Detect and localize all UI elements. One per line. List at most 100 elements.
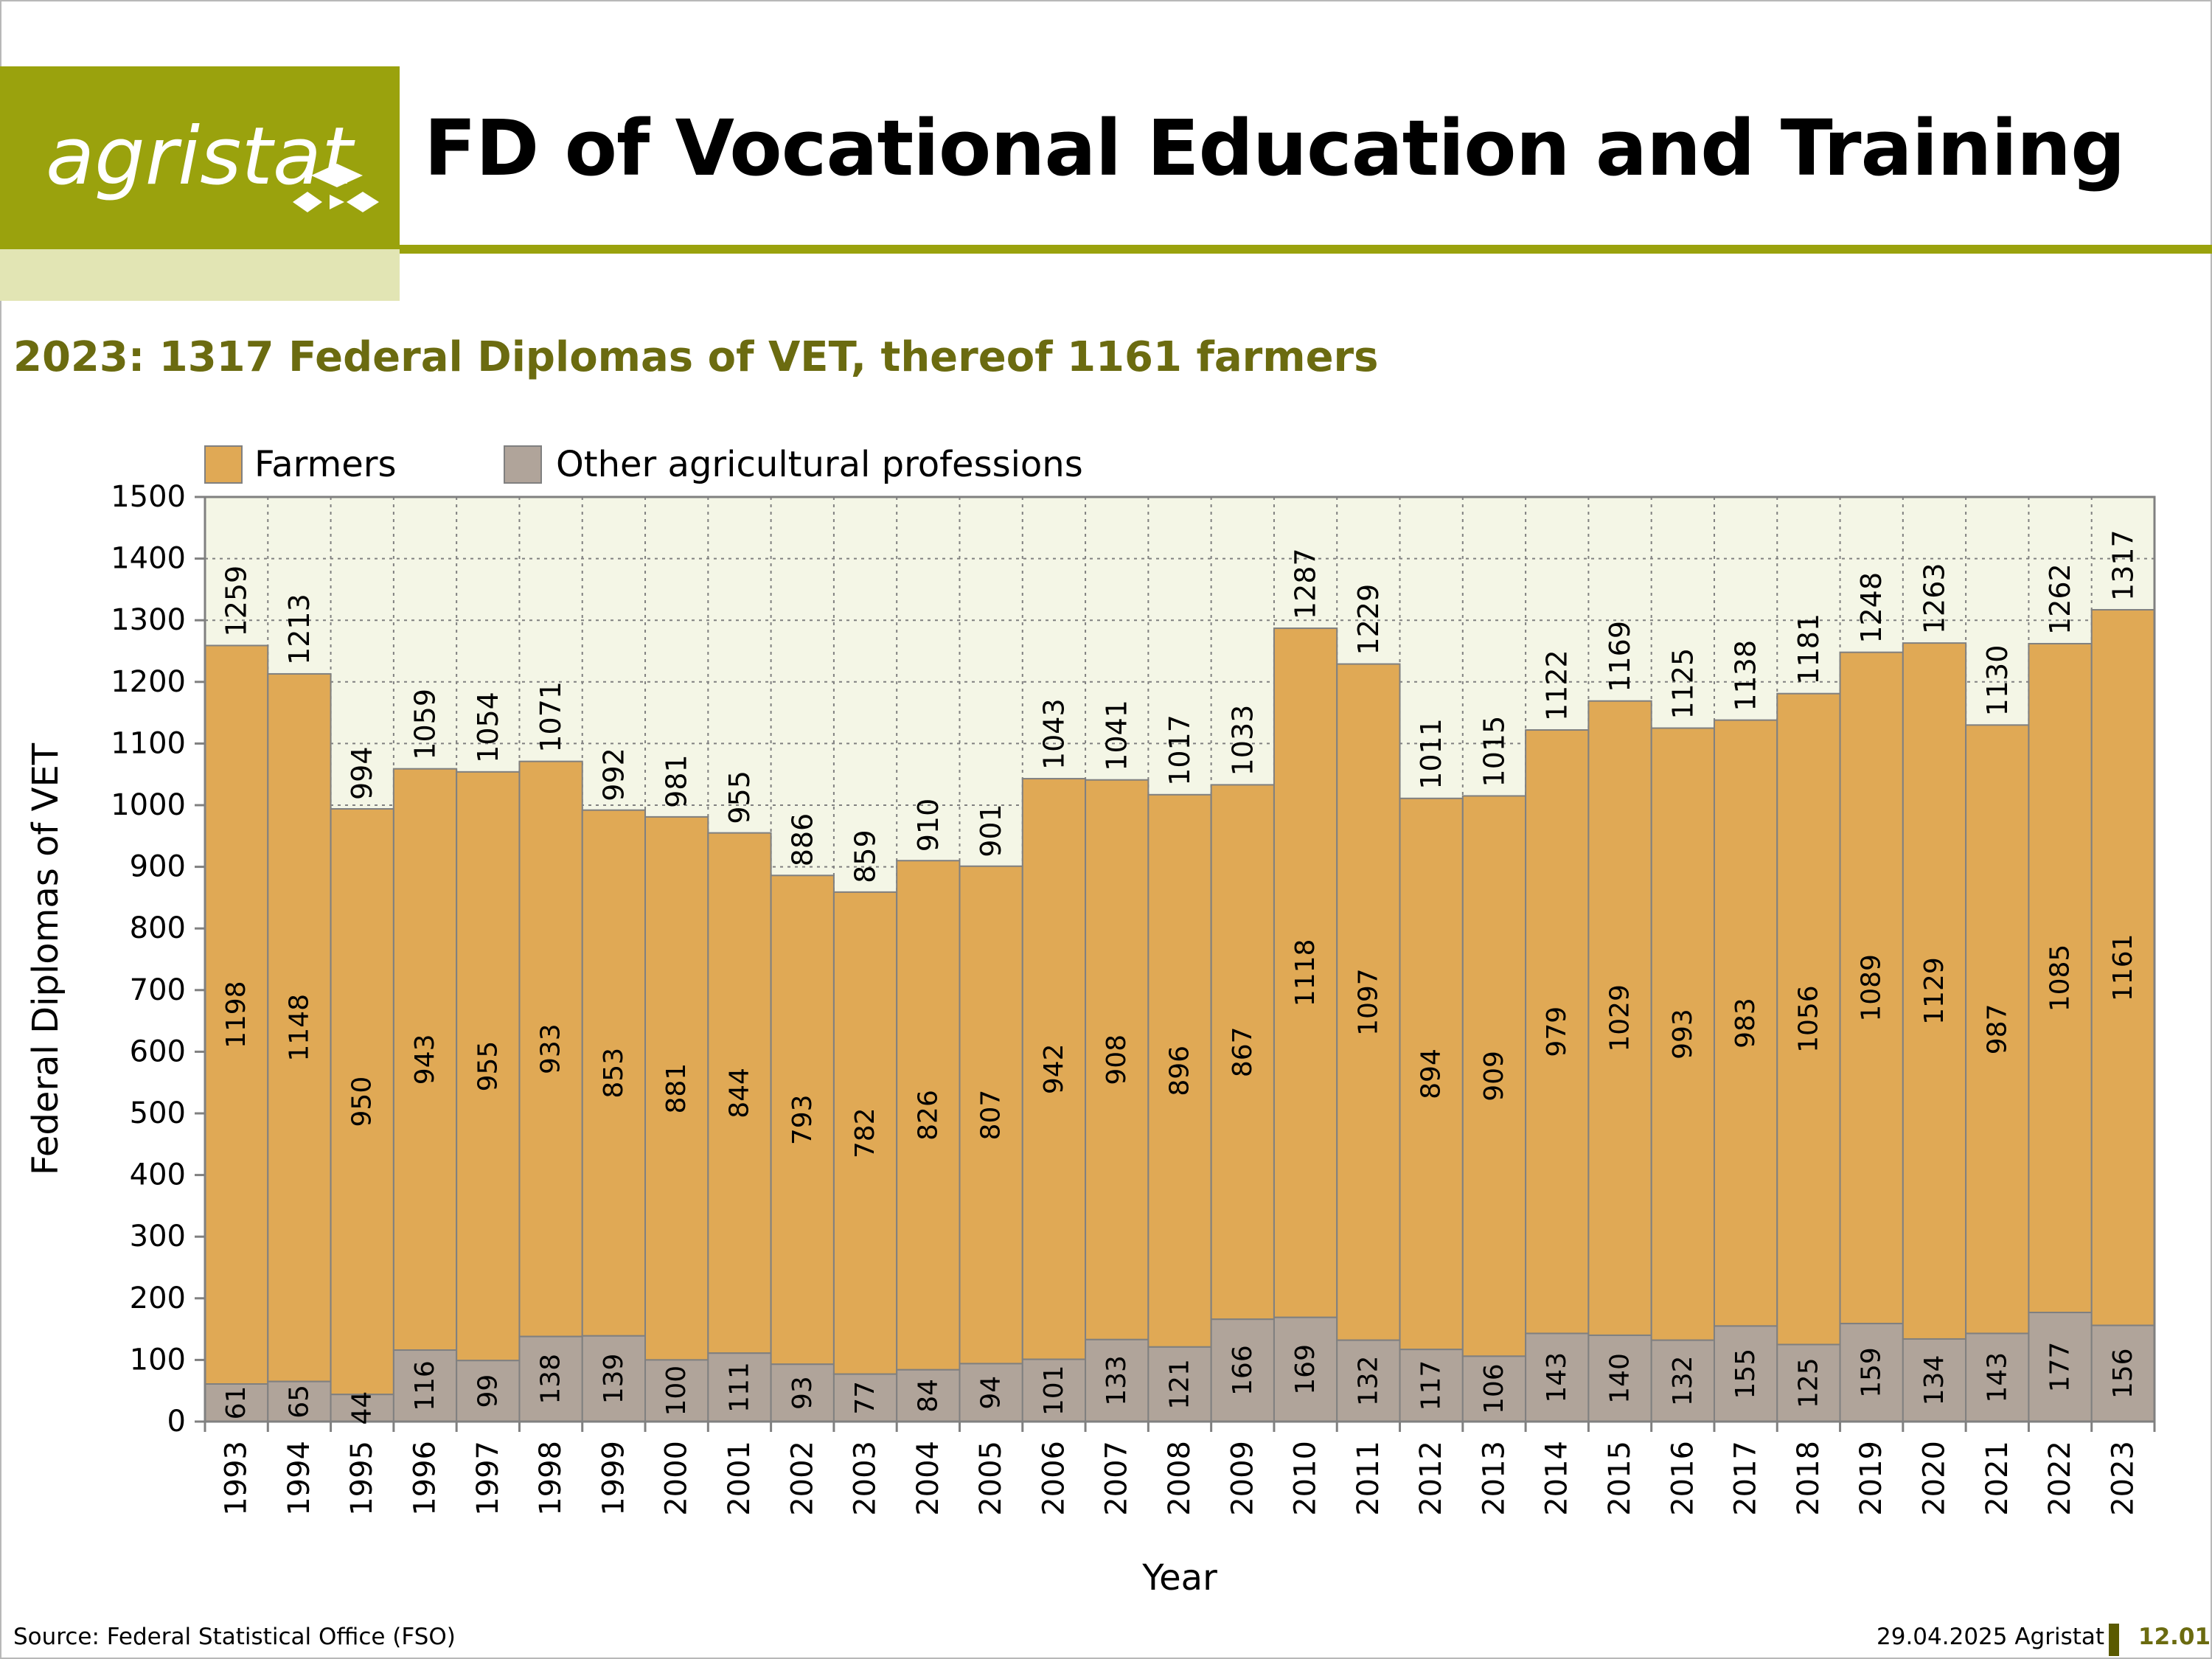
- y-tick-label: 0: [167, 1405, 186, 1439]
- label-farmers: 1129: [1919, 957, 1950, 1025]
- label-farmers: 933: [536, 1023, 566, 1074]
- x-tick-label: 2001: [723, 1441, 757, 1516]
- bar-farmers: [1085, 779, 1150, 1340]
- bar-farmers: [518, 760, 583, 1338]
- x-tick-label: 1996: [408, 1441, 442, 1516]
- label-other: 84: [913, 1379, 943, 1413]
- bar-farmers: [581, 809, 647, 1337]
- x-tick-label: 2005: [974, 1441, 1008, 1516]
- label-other: 116: [410, 1360, 440, 1411]
- label-farmers: 950: [347, 1077, 378, 1127]
- label-other: 166: [1228, 1345, 1258, 1396]
- y-axis-title: Federal Diplomas of VET: [25, 742, 66, 1175]
- footer-date: 29.04.2025 Agristat: [1877, 1624, 2105, 1650]
- bar-farmers: [456, 771, 521, 1362]
- x-tick-label: 2019: [1854, 1441, 1888, 1516]
- y-tick-label: 900: [130, 850, 186, 884]
- bar-farmers: [707, 832, 772, 1354]
- bar-other: [581, 1335, 647, 1423]
- x-tick-label: 2017: [1729, 1441, 1763, 1516]
- bar-farmers: [1650, 727, 1715, 1341]
- bar-other: [1273, 1316, 1338, 1422]
- x-tick-label: 1997: [471, 1441, 505, 1516]
- y-tick-label: 600: [130, 1034, 186, 1068]
- label-other: 101: [1039, 1365, 1069, 1416]
- bar-farmers: [1839, 651, 1904, 1325]
- bar-other: [456, 1360, 521, 1422]
- label-other: 132: [1668, 1355, 1698, 1406]
- label-farmers: 987: [1982, 1004, 2012, 1055]
- label-other: 132: [1353, 1355, 1383, 1406]
- label-other: 159: [1857, 1347, 1887, 1398]
- label-total: 1033: [1226, 705, 1259, 776]
- logo-underlay: [0, 249, 400, 301]
- label-other: 125: [1793, 1357, 1823, 1408]
- x-tick-label: 2003: [849, 1441, 883, 1516]
- y-tick-label: 500: [130, 1096, 186, 1130]
- label-total: 901: [975, 804, 1007, 858]
- x-tick-label: 2023: [2106, 1441, 2140, 1516]
- label-farmers: 896: [1165, 1046, 1195, 1096]
- label-other: 111: [724, 1362, 754, 1413]
- label-farmers: 894: [1416, 1048, 1447, 1099]
- label-total: 1287: [1290, 548, 1322, 619]
- label-total: 1043: [1037, 698, 1070, 770]
- bar-farmers: [204, 644, 269, 1385]
- label-total: 1017: [1164, 714, 1196, 786]
- label-farmers: 909: [1479, 1051, 1509, 1102]
- x-tick-label: 2006: [1037, 1441, 1071, 1516]
- label-total: 859: [849, 830, 882, 883]
- label-farmers: 1097: [1353, 968, 1383, 1036]
- label-other: 133: [1102, 1355, 1132, 1406]
- legend-swatch-farmers: [204, 445, 243, 484]
- bar-farmers: [1587, 700, 1652, 1336]
- x-axis-title: Year: [1141, 1557, 1217, 1599]
- x-tick-label: 1993: [220, 1441, 254, 1516]
- label-total: 1071: [535, 681, 567, 753]
- label-farmers: 853: [599, 1048, 629, 1099]
- bar-farmers: [2028, 642, 2093, 1314]
- bar-farmers: [1902, 642, 1967, 1340]
- bar-other: [1399, 1349, 1464, 1422]
- bar-other: [267, 1380, 332, 1423]
- label-total: 1138: [1730, 640, 1762, 712]
- y-tick-label: 700: [130, 973, 186, 1007]
- label-farmers: 1056: [1793, 985, 1823, 1053]
- label-total: 1248: [1855, 572, 1888, 644]
- label-other: 143: [1542, 1352, 1572, 1403]
- bar-farmers: [1713, 719, 1778, 1327]
- logo-diamonds-icon: [293, 164, 379, 212]
- page-title: FD of Vocational Education and Training: [424, 103, 2126, 193]
- label-farmers: 1118: [1290, 939, 1321, 1007]
- label-total: 1262: [2044, 563, 2076, 635]
- bar-other: [1085, 1338, 1150, 1423]
- legend-swatch-other: [504, 445, 542, 484]
- agristat-logo: agristat: [46, 111, 353, 203]
- label-farmers: 1089: [1857, 954, 1887, 1022]
- label-total: 1015: [1478, 716, 1510, 787]
- label-total: 1263: [1918, 563, 1950, 634]
- label-total: 1229: [1352, 584, 1385, 655]
- bar-other: [770, 1363, 835, 1422]
- x-tick-label: 1994: [282, 1441, 316, 1516]
- label-other: 94: [976, 1376, 1006, 1410]
- plot-border: [204, 495, 2156, 1423]
- label-farmers: 1198: [221, 981, 251, 1048]
- y-tick-label: 1500: [111, 480, 186, 514]
- header-rule: [400, 245, 2212, 254]
- chart-subtitle: 2023: 1317 Federal Diplomas of VET, ther…: [13, 333, 1379, 381]
- label-farmers: 979: [1542, 1006, 1572, 1057]
- x-tick-label: 2002: [785, 1441, 819, 1516]
- x-tick-label: 2020: [1917, 1441, 1951, 1516]
- label-other: 143: [1982, 1352, 2012, 1403]
- bar-other: [644, 1359, 709, 1423]
- y-tick-label: 300: [130, 1220, 186, 1253]
- label-other: 177: [2045, 1342, 2076, 1393]
- bar-other: [1839, 1323, 1904, 1423]
- x-tick-label: 2011: [1352, 1441, 1385, 1516]
- bar-farmers: [1399, 797, 1464, 1351]
- x-tick-label: 2009: [1225, 1441, 1259, 1516]
- x-tick-label: 1999: [597, 1441, 630, 1516]
